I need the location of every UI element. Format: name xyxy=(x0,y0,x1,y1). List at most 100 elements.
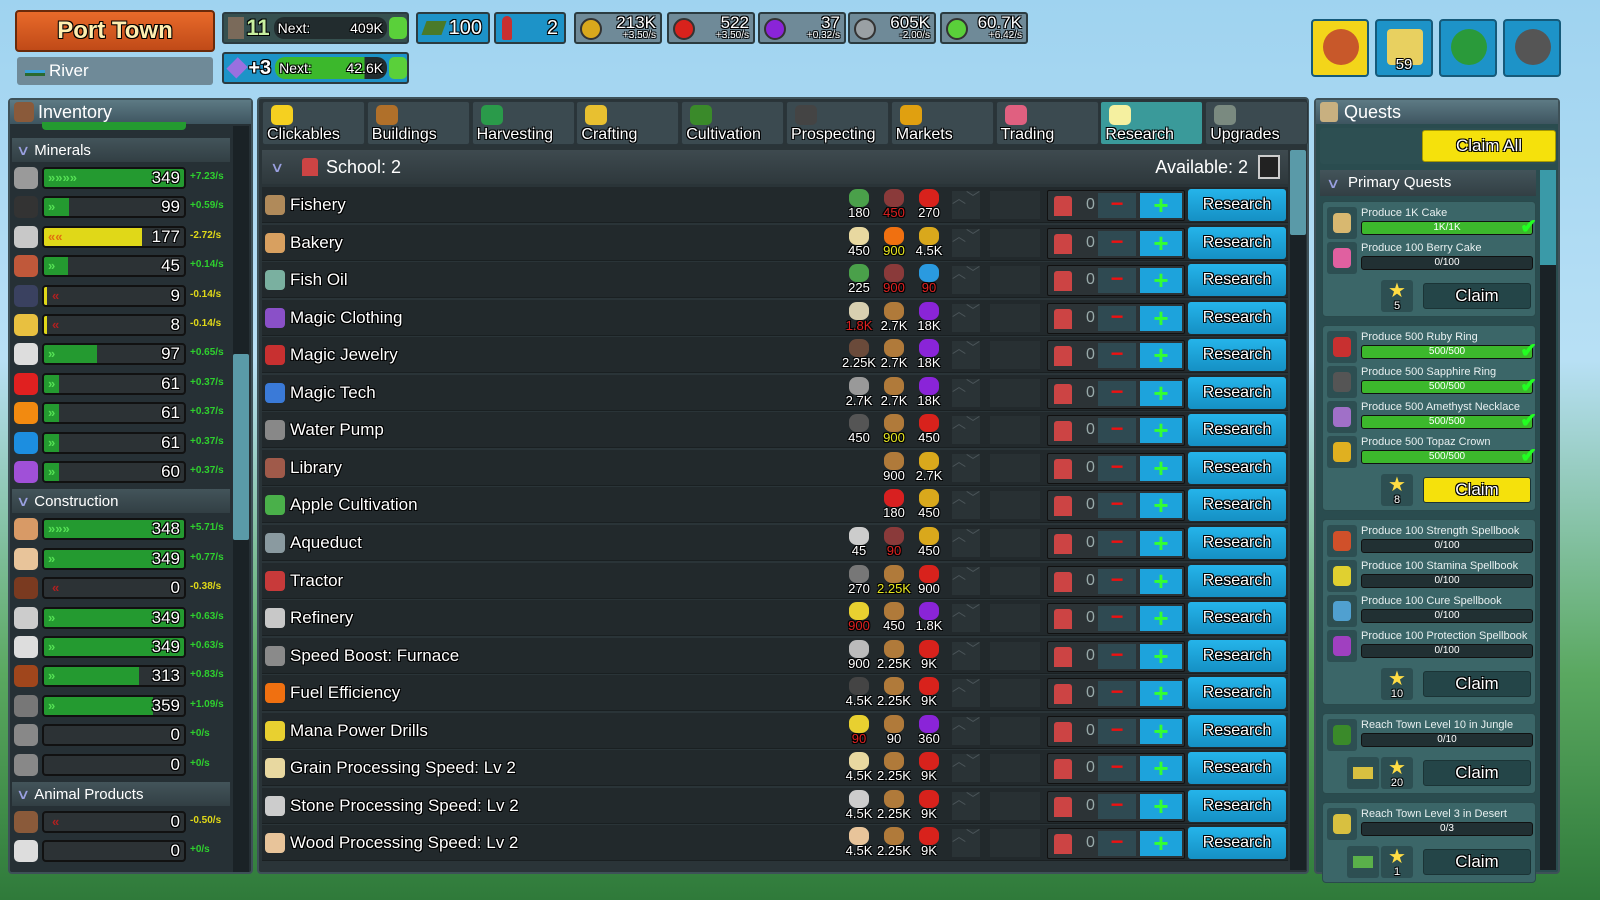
inventory-item[interactable]: » 349 +0.63/s xyxy=(12,604,230,632)
reorder-arrows-icon[interactable]: ︿﹀ xyxy=(952,679,980,708)
inventory-section-construction[interactable]: ∨ Construction xyxy=(12,489,230,514)
increase-button[interactable]: + xyxy=(1140,830,1182,857)
tab-harvesting[interactable]: Harvesting xyxy=(471,101,575,145)
decrease-button[interactable]: − xyxy=(1098,793,1136,819)
research-button[interactable]: Research xyxy=(1188,489,1286,522)
inventory-item[interactable]: «8 -0.14/s xyxy=(12,311,230,339)
research-button[interactable]: Research xyxy=(1188,789,1286,822)
research-button[interactable]: Research xyxy=(1188,301,1286,334)
decrease-button[interactable]: − xyxy=(1098,831,1136,857)
scrollbar-thumb[interactable] xyxy=(233,354,249,540)
inventory-item[interactable]: » 97 +0.65/s xyxy=(12,340,230,368)
increase-button[interactable]: + xyxy=(1140,530,1182,556)
increase-button[interactable]: + xyxy=(1140,342,1182,369)
decrease-button[interactable]: − xyxy=(1098,643,1136,669)
research-button[interactable]: Research xyxy=(1188,376,1286,409)
reorder-arrows-icon[interactable]: ︿﹀ xyxy=(952,566,980,595)
inventory-item[interactable]: «« 177 -2.72/s xyxy=(12,223,230,251)
inventory-item[interactable]: » 45 +0.14/s xyxy=(12,252,230,280)
claim-button[interactable]: Claim xyxy=(1423,849,1531,875)
reorder-arrows-icon[interactable]: ︿﹀ xyxy=(952,266,980,295)
biome-label[interactable]: River xyxy=(17,57,213,85)
reorder-arrows-icon[interactable]: ︿﹀ xyxy=(952,528,980,557)
town-name-banner[interactable]: Port Town xyxy=(15,10,215,52)
reorder-arrows-icon[interactable]: ︿﹀ xyxy=(952,228,980,257)
primary-quests-header[interactable]: ∨ Primary Quests xyxy=(1320,170,1536,196)
globe-button[interactable] xyxy=(1439,19,1497,77)
decrease-button[interactable]: − xyxy=(1098,568,1136,594)
research-button[interactable]: Research xyxy=(1188,339,1286,372)
claim-button[interactable]: Claim xyxy=(1423,760,1531,786)
inventory-item[interactable]: » 99 +0.59/s xyxy=(12,193,230,221)
increase-button[interactable]: + xyxy=(1140,192,1182,218)
reorder-arrows-icon[interactable]: ︿﹀ xyxy=(952,341,980,370)
tab-cultivation[interactable]: Cultivation xyxy=(681,101,785,145)
decrease-button[interactable]: − xyxy=(1098,756,1136,782)
inventory-item[interactable]: »»»» 349 +7.23/s xyxy=(12,164,230,192)
research-scrollbar[interactable] xyxy=(1290,150,1306,870)
decrease-button[interactable]: − xyxy=(1098,193,1136,218)
inventory-item[interactable]: «9 -0.14/s xyxy=(12,282,230,310)
increase-button[interactable]: + xyxy=(1140,230,1182,256)
scrollbar-thumb[interactable] xyxy=(1540,170,1556,265)
increase-button[interactable]: + xyxy=(1140,380,1182,406)
research-button[interactable]: Research xyxy=(1188,677,1286,710)
inventory-item[interactable]: » 61 +0.37/s xyxy=(12,370,230,398)
increase-button[interactable]: + xyxy=(1140,568,1182,594)
star-button[interactable]: 59 xyxy=(1375,19,1433,77)
research-button[interactable]: Research xyxy=(1188,264,1286,297)
scrollbar-thumb[interactable] xyxy=(1290,150,1306,235)
increase-button[interactable]: + xyxy=(1140,793,1182,819)
inventory-section-minerals[interactable]: ∨ Minerals xyxy=(12,138,230,162)
tab-crafting[interactable]: Crafting xyxy=(576,101,680,145)
reorder-arrows-icon[interactable]: ︿﹀ xyxy=(952,491,980,520)
decrease-button[interactable]: − xyxy=(1098,343,1136,369)
tab-trading[interactable]: Trading xyxy=(995,101,1099,145)
research-button[interactable]: Research xyxy=(1188,414,1286,447)
increase-button[interactable]: + xyxy=(1140,643,1182,669)
research-button[interactable]: Research xyxy=(1188,639,1286,672)
increase-button[interactable]: + xyxy=(1140,267,1182,294)
tab-prospecting[interactable]: Prospecting xyxy=(786,101,889,145)
decrease-button[interactable]: − xyxy=(1098,718,1136,744)
research-button[interactable]: Research xyxy=(1188,564,1286,597)
quests-scrollbar[interactable] xyxy=(1540,170,1556,870)
research-button[interactable]: Research xyxy=(1188,714,1286,747)
tab-markets[interactable]: Markets xyxy=(890,101,994,145)
decrease-button[interactable]: − xyxy=(1098,380,1136,406)
tab-research[interactable]: Research xyxy=(1100,101,1204,145)
reorder-arrows-icon[interactable]: ︿﹀ xyxy=(952,303,980,332)
increase-button[interactable]: + xyxy=(1140,305,1182,331)
inventory-scrollbar[interactable] xyxy=(233,126,249,872)
inventory-item[interactable]: » 61 +0.37/s xyxy=(12,429,230,457)
research-button[interactable]: Research xyxy=(1188,602,1286,635)
inventory-section-animal-products[interactable]: ∨ Animal Products xyxy=(12,782,230,806)
reorder-arrows-icon[interactable]: ︿﹀ xyxy=(952,754,980,783)
inventory-item[interactable]: » 60 +0.37/s xyxy=(12,458,230,486)
decrease-button[interactable]: − xyxy=(1098,455,1136,481)
inventory-item[interactable]: » 349 +0.63/s xyxy=(12,633,230,661)
tab-buildings[interactable]: Buildings xyxy=(366,101,470,145)
reorder-arrows-icon[interactable]: ︿﹀ xyxy=(952,604,980,633)
increase-button[interactable]: + xyxy=(1140,680,1182,707)
decrease-button[interactable]: − xyxy=(1098,230,1136,256)
research-button[interactable]: Research xyxy=(1188,526,1286,559)
decrease-button[interactable]: − xyxy=(1098,681,1136,707)
increase-button[interactable]: + xyxy=(1140,605,1182,632)
reorder-arrows-icon[interactable]: ︿﹀ xyxy=(952,416,980,445)
increase-button[interactable]: + xyxy=(1140,455,1182,481)
collapse-chevron-icon[interactable]: ∨ xyxy=(269,159,285,175)
reorder-arrows-icon[interactable]: ︿﹀ xyxy=(952,378,980,407)
inventory-item[interactable]: » 349 +0.77/s xyxy=(12,545,230,573)
tab-clickables[interactable]: Clickables xyxy=(262,101,365,145)
reorder-arrows-icon[interactable]: ︿﹀ xyxy=(952,829,980,858)
claim-button[interactable]: Claim xyxy=(1423,477,1531,503)
gear-button[interactable] xyxy=(1503,19,1561,77)
inventory-item[interactable]: » 313 +0.83/s xyxy=(12,662,230,690)
inventory-item[interactable]: «0 -0.38/s xyxy=(12,574,230,602)
reorder-arrows-icon[interactable]: ︿﹀ xyxy=(952,716,980,745)
reorder-arrows-icon[interactable]: ︿﹀ xyxy=(952,453,980,482)
inventory-item[interactable]: 0 +0/s xyxy=(12,837,230,865)
inventory-item[interactable]: 0 +0/s xyxy=(12,721,230,749)
reorder-arrows-icon[interactable]: ︿﹀ xyxy=(952,641,980,670)
